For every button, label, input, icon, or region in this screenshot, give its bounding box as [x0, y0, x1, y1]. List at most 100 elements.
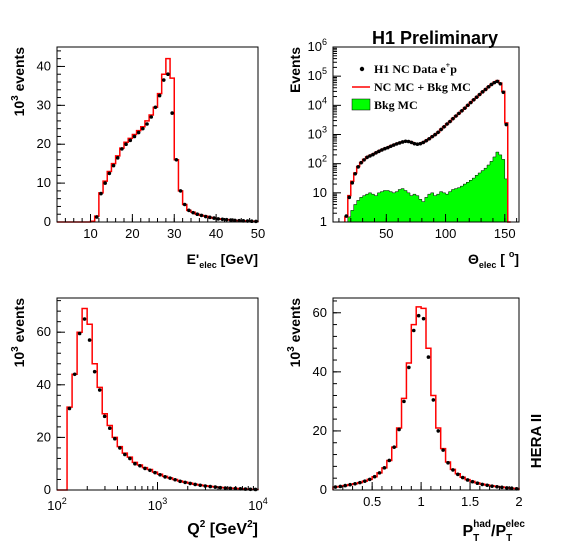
- data-point: [72, 372, 77, 377]
- y-tick-label: 60: [37, 324, 51, 339]
- y-tick-label: 105: [308, 66, 327, 83]
- data-point: [475, 481, 480, 486]
- data-point: [394, 142, 399, 146]
- data-point: [431, 398, 436, 402]
- data-point: [87, 338, 92, 342]
- data-point: [462, 106, 467, 110]
- x-tick-label: 103: [148, 496, 167, 513]
- data-point: [460, 109, 464, 113]
- data-point: [161, 78, 166, 82]
- data-point: [436, 429, 441, 433]
- y-tick-label: 0: [320, 482, 327, 497]
- data-point: [99, 191, 103, 196]
- data-point: [365, 155, 369, 160]
- data-point: [153, 470, 157, 475]
- y-tick-label: 104: [308, 95, 327, 112]
- y-tick-label: 60: [313, 305, 327, 320]
- data-point: [436, 130, 440, 135]
- panel-eelec: 10 20 30 40 50 0 10 20 30 40 E'elec [GeV] 103 event…: [10, 46, 265, 270]
- data-point: [123, 452, 127, 457]
- data-point: [388, 144, 393, 149]
- data-point: [356, 165, 360, 169]
- data-point: [67, 406, 72, 411]
- data-point: [509, 486, 514, 491]
- x-tick-label: 104: [248, 496, 267, 513]
- y-tick-label: 30: [37, 97, 51, 112]
- data-point: [220, 217, 225, 222]
- data-point: [344, 214, 349, 218]
- data-point: [333, 485, 338, 489]
- data-point: [253, 487, 258, 492]
- x-axis-label: PThad/PTelec: [462, 519, 525, 544]
- data-point: [107, 171, 112, 176]
- data-point: [439, 127, 443, 132]
- data-point: [421, 316, 426, 321]
- mc-histogram: [332, 306, 520, 490]
- data-point: [77, 331, 82, 336]
- data-point: [128, 138, 133, 143]
- x-tick-label: 20: [125, 226, 139, 241]
- data-point: [504, 122, 509, 127]
- x-tick-label: 50: [251, 226, 265, 241]
- data-point: [387, 458, 392, 463]
- data-point: [415, 142, 420, 146]
- data-point: [500, 485, 504, 490]
- x-tick-label: 1.5: [461, 494, 479, 509]
- data-point: [448, 119, 452, 124]
- data-point: [492, 80, 497, 85]
- data-point: [445, 122, 449, 126]
- data-point: [383, 146, 387, 151]
- data-point: [228, 218, 233, 222]
- data-point: [400, 140, 405, 144]
- chart-title: H1 Preliminary: [372, 28, 498, 48]
- y-tick-label: 1: [320, 214, 327, 229]
- y-axis-label: 103 events: [10, 47, 27, 117]
- data-point: [143, 466, 147, 471]
- x-axis-label: Θelec [ o]: [468, 249, 519, 270]
- data-point: [163, 475, 167, 479]
- data-point: [359, 160, 363, 165]
- data-point: [480, 482, 485, 487]
- x-tick-label: 1: [417, 494, 424, 509]
- y-tick-label: 103: [308, 125, 327, 142]
- data-point: [456, 472, 460, 477]
- data-point: [451, 468, 455, 472]
- x-tick-label: 2: [515, 494, 522, 509]
- x-tick-label: 150: [494, 226, 516, 241]
- data-point: [412, 141, 417, 146]
- data-point: [178, 479, 182, 484]
- data-point: [465, 478, 470, 482]
- legend-bkg-label: Bkg MC: [374, 98, 418, 112]
- data-point: [347, 195, 352, 200]
- x-tick-label: 40: [209, 226, 223, 241]
- data-point: [374, 151, 378, 155]
- data-point: [183, 480, 187, 485]
- data-point: [498, 81, 503, 86]
- data-point: [166, 72, 170, 77]
- data-point: [421, 140, 426, 145]
- data-point: [402, 399, 406, 404]
- x-tick-label: 100: [435, 226, 457, 241]
- data-point: [182, 202, 187, 207]
- data-point: [407, 365, 411, 370]
- mc-histogram: [57, 307, 259, 491]
- legend-bkg-swatch: [351, 98, 371, 111]
- data-point: [148, 468, 152, 473]
- data-point: [397, 141, 402, 145]
- y-tick-label: 106: [308, 37, 327, 54]
- data-point: [136, 130, 141, 135]
- bkg-mc-histogram: [344, 151, 511, 223]
- x-tick-label: 10: [83, 226, 97, 241]
- data-point: [451, 116, 455, 121]
- data-point: [157, 93, 162, 98]
- data-point: [474, 95, 479, 100]
- data-point: [480, 90, 485, 94]
- y-tick-label: 20: [313, 423, 327, 438]
- legend-data-marker: [359, 66, 365, 72]
- data-point: [120, 147, 124, 151]
- data-point: [132, 134, 137, 139]
- data-point: [107, 426, 112, 430]
- data-point: [427, 136, 432, 141]
